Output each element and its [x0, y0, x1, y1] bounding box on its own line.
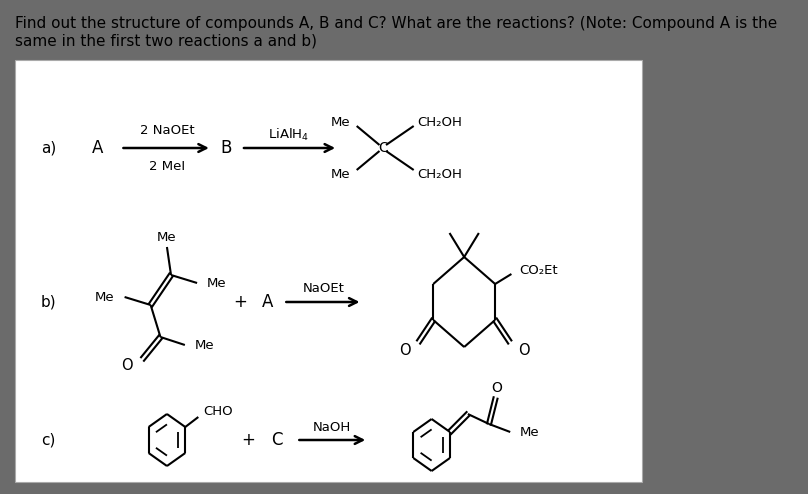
FancyBboxPatch shape [15, 60, 642, 482]
Text: Me: Me [330, 116, 350, 128]
Text: CO₂Et: CO₂Et [520, 263, 558, 277]
Text: NaOEt: NaOEt [303, 282, 345, 294]
Text: +: + [234, 293, 247, 311]
Text: 2 MeI: 2 MeI [149, 160, 185, 172]
Text: +: + [242, 431, 255, 449]
Text: Me: Me [195, 338, 214, 352]
Text: Find out the structure of compounds A, B and C? What are the reactions? (Note: C: Find out the structure of compounds A, B… [15, 16, 777, 31]
Text: B: B [221, 139, 232, 157]
Text: 2 NaOEt: 2 NaOEt [140, 124, 194, 136]
Text: C: C [378, 141, 388, 155]
Text: c): c) [40, 433, 55, 448]
Text: A: A [92, 139, 103, 157]
Text: CHO: CHO [203, 405, 233, 417]
Text: O: O [399, 342, 410, 358]
Text: same in the first two reactions a and b): same in the first two reactions a and b) [15, 34, 317, 49]
Text: Me: Me [95, 290, 115, 303]
Text: O: O [121, 358, 133, 372]
Text: Me: Me [207, 277, 226, 289]
Text: CH₂OH: CH₂OH [417, 167, 462, 180]
Text: Me: Me [157, 231, 177, 244]
Text: Me: Me [330, 167, 350, 180]
Text: LiAlH$_4$: LiAlH$_4$ [268, 127, 309, 143]
Text: b): b) [40, 294, 57, 310]
Text: C: C [271, 431, 283, 449]
Text: CH₂OH: CH₂OH [417, 116, 462, 128]
Text: Me: Me [520, 425, 540, 439]
Text: a): a) [40, 140, 56, 156]
Text: A: A [262, 293, 273, 311]
Text: O: O [518, 342, 529, 358]
Text: O: O [492, 381, 503, 395]
Text: NaOH: NaOH [314, 420, 351, 434]
